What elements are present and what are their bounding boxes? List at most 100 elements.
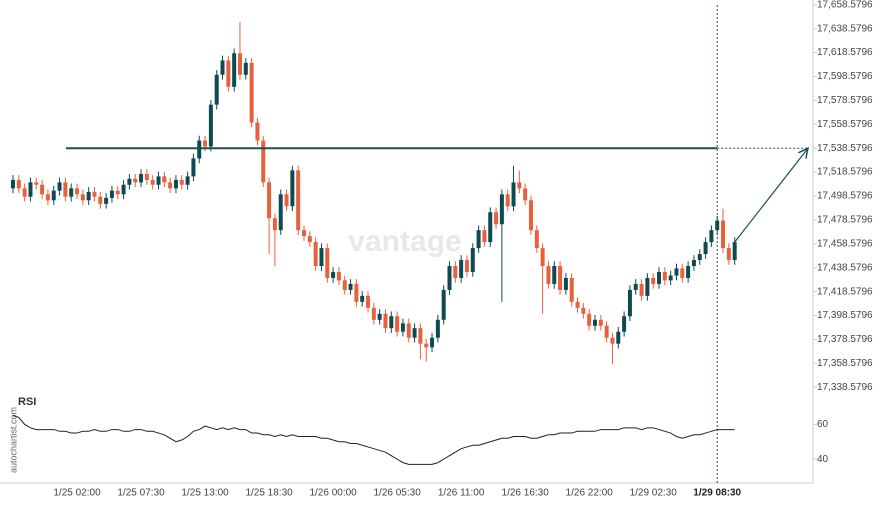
candle-body	[482, 230, 487, 243]
candle-body	[528, 200, 533, 231]
candle-body	[115, 190, 120, 195]
candle-body	[709, 230, 714, 243]
candle-body	[680, 268, 685, 278]
candle-body	[453, 266, 458, 278]
candle-body	[226, 60, 231, 87]
y-tick-label: 17,378.5796	[817, 334, 873, 345]
candle-body	[191, 158, 196, 177]
candle-body	[569, 277, 574, 302]
candle-body	[593, 319, 597, 326]
candle-body	[691, 260, 696, 267]
candle-body	[331, 271, 336, 278]
candle-body	[173, 179, 178, 189]
candle-body	[133, 178, 138, 183]
candle-body	[523, 188, 528, 201]
y-tick-label: 17,438.5796	[817, 262, 873, 273]
candle-body	[366, 295, 371, 308]
candle-body	[622, 316, 627, 332]
candle-body	[307, 236, 312, 243]
candle-body	[237, 53, 242, 75]
candle-body	[726, 248, 731, 261]
y-tick-label: 17,358.5796	[817, 358, 873, 369]
y-tick-label: 17,578.5796	[817, 95, 873, 106]
candle-body	[313, 242, 318, 267]
y-tick-label: 17,638.5796	[817, 23, 873, 34]
candle-body	[121, 184, 126, 195]
source: autochartist.com	[8, 407, 18, 473]
x-tick-label: 1/26 22:00	[566, 488, 614, 499]
candle-body	[424, 343, 429, 348]
candle-body	[302, 230, 306, 237]
candle-body	[249, 62, 254, 123]
x-tick-label: 1/25 13:00	[181, 488, 229, 499]
rsi-line	[12, 415, 735, 465]
candle-body	[732, 242, 737, 261]
candle-body	[563, 277, 568, 290]
candle-body	[447, 266, 452, 290]
candle-body	[63, 182, 68, 197]
candle-body	[499, 194, 504, 225]
candle-body	[22, 188, 27, 197]
y-tick-label: 17,598.5796	[817, 71, 873, 82]
candle-body	[400, 323, 405, 332]
candle-body	[296, 170, 301, 231]
candle-body	[104, 197, 109, 204]
candle-body	[290, 170, 295, 207]
candle-body	[604, 325, 609, 338]
candle-body	[319, 248, 324, 267]
candle-body	[360, 295, 365, 302]
candle-body	[232, 53, 237, 87]
candle-body	[651, 277, 656, 284]
candle-body	[336, 271, 341, 281]
candle-body	[243, 62, 248, 75]
forecast-arrow	[734, 148, 808, 243]
candle-body	[220, 60, 225, 75]
candle-body	[325, 248, 330, 278]
x-tick-label: 1/25 07:30	[117, 488, 165, 499]
candle-body	[534, 230, 539, 249]
x-tick-label: 1/29 08:30	[693, 488, 741, 499]
candle-body	[383, 313, 388, 329]
candle-body	[686, 266, 691, 278]
candle-body	[92, 191, 97, 197]
candle-body	[430, 337, 435, 348]
candle-body	[197, 140, 202, 159]
candle-body	[598, 319, 603, 326]
candle-body	[505, 194, 510, 207]
x-tick-label: 1/25 02:00	[53, 488, 101, 499]
y-tick-label: 17,558.5796	[817, 119, 873, 130]
candle-body	[441, 289, 446, 320]
candle-body	[109, 190, 114, 198]
candle-body	[34, 182, 39, 185]
candle-body	[267, 182, 272, 219]
candle-body	[697, 254, 702, 261]
candle-body	[162, 176, 167, 183]
candle-body	[721, 220, 726, 249]
candle-body	[610, 337, 615, 344]
rsi-tick-label: 60	[817, 419, 829, 430]
candle-body	[348, 283, 353, 290]
candle-body	[40, 184, 45, 195]
candle-body	[668, 275, 673, 281]
candle-body	[377, 313, 382, 320]
x-tick-label: 1/29 02:30	[630, 488, 678, 499]
candle-body	[587, 313, 592, 326]
x-tick-label: 1/26 16:30	[502, 488, 550, 499]
candle-body	[179, 179, 184, 185]
candle-body	[214, 74, 219, 105]
candle-body	[540, 248, 545, 267]
candle-body	[98, 196, 103, 204]
candle-body	[418, 328, 423, 344]
candle-body	[80, 194, 85, 201]
candle-body	[272, 218, 277, 231]
candle-body	[168, 182, 173, 189]
candle-body	[69, 188, 74, 197]
candle-body	[371, 307, 376, 320]
candle-body	[645, 277, 650, 296]
candle-body	[86, 191, 91, 201]
y-tick-label: 17,518.5796	[817, 167, 873, 178]
candle-body	[144, 173, 149, 180]
candle-body	[75, 188, 80, 195]
candle-body	[517, 182, 522, 189]
rsi-tick-label: 40	[817, 454, 829, 465]
